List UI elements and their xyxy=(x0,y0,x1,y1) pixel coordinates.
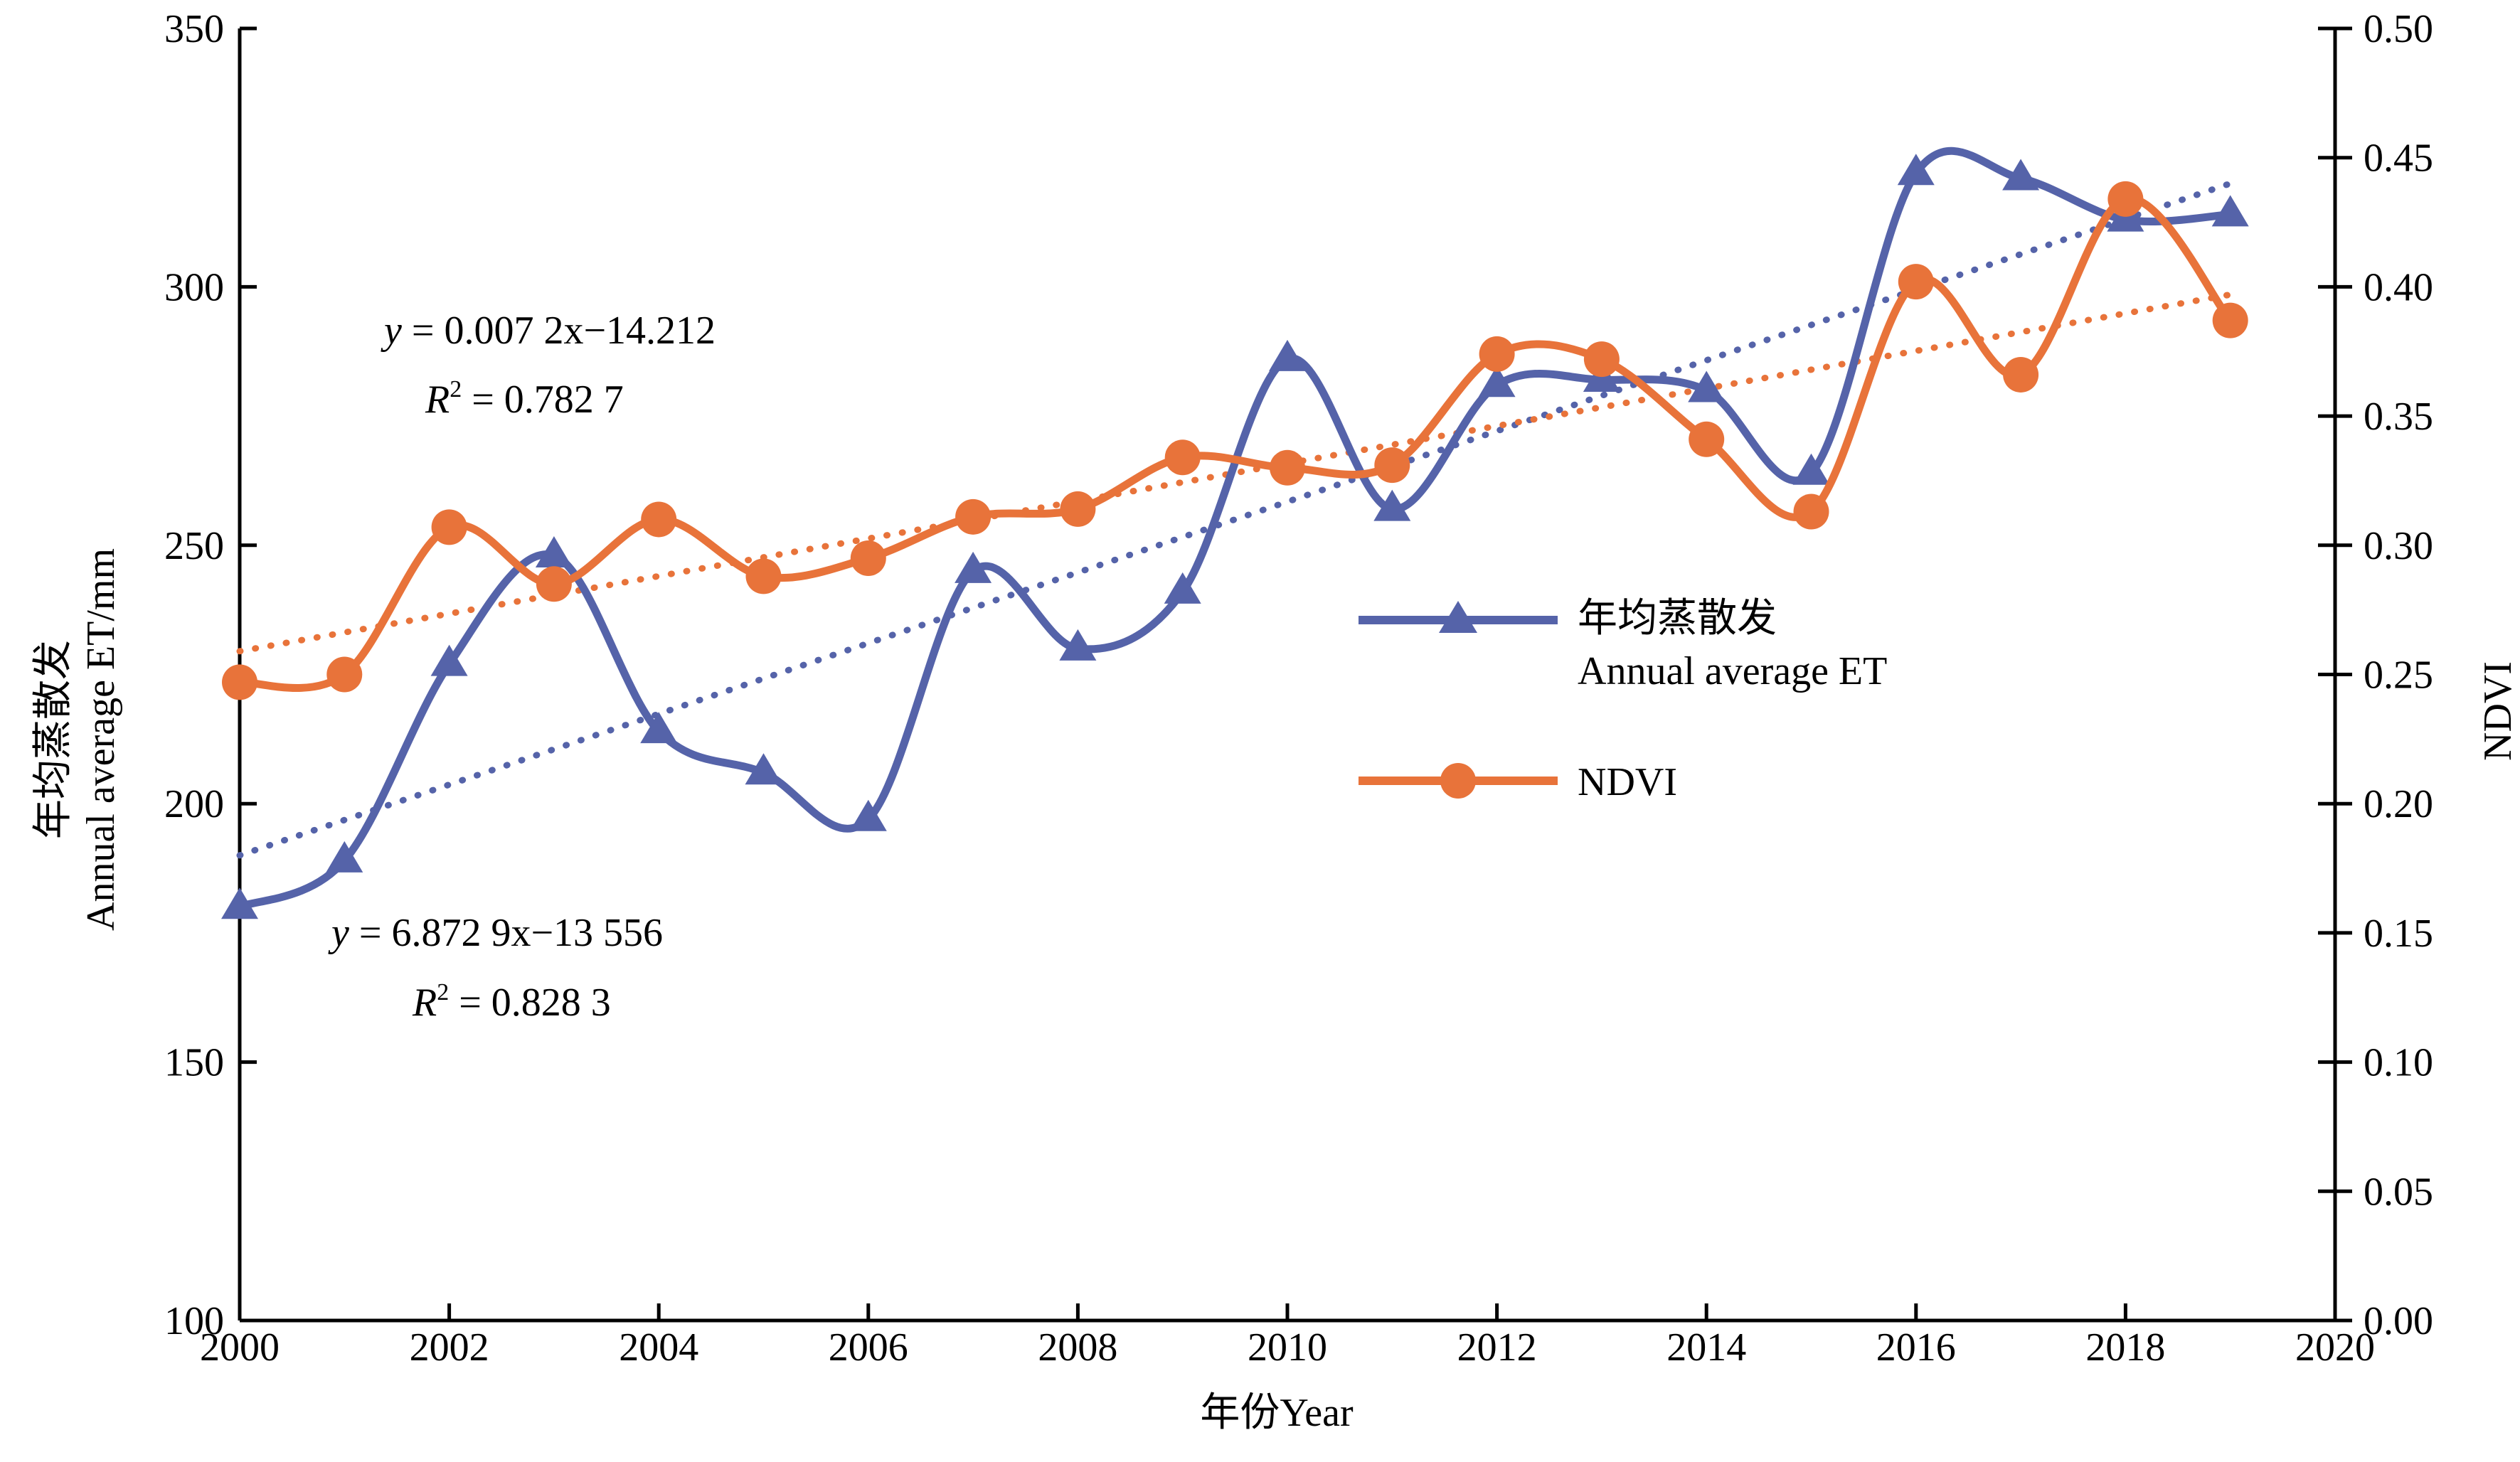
ndvi-point-circle xyxy=(745,558,782,594)
et-point-triangle xyxy=(1373,489,1411,521)
ndvi-point-circle xyxy=(1270,449,1305,486)
ndvi-series-line xyxy=(239,194,2233,692)
y-right-tick-label: 0.05 xyxy=(2364,1170,2433,1214)
trend-lines xyxy=(236,180,2234,859)
y-right-tick-label: 0.40 xyxy=(2364,265,2433,309)
x-tick-label: 2000 xyxy=(200,1325,280,1370)
y-right-tick-label: 0.10 xyxy=(2364,1041,2433,1085)
et-point-triangle xyxy=(221,887,258,919)
x-tick-label: 2002 xyxy=(410,1325,489,1370)
et-point-triangle xyxy=(2002,159,2040,191)
ndvi-point-circle xyxy=(641,501,677,538)
et-point-triangle xyxy=(849,799,887,831)
et-series-line xyxy=(238,146,2231,911)
ndvi-point-circle xyxy=(1898,264,1934,300)
legend-et-triangle-icon xyxy=(1439,601,1477,633)
et-point-triangle xyxy=(1269,339,1306,371)
legend: 年均蒸散发 Annual average ET NDVI xyxy=(1359,597,1887,804)
y-axis-title-cn: 年均蒸散发 xyxy=(31,640,75,839)
x-tick-label: 2018 xyxy=(2085,1325,2165,1370)
ndvi-point-circle xyxy=(536,566,572,602)
et-point-triangle xyxy=(2211,195,2249,227)
x-tick-label: 2020 xyxy=(2295,1325,2375,1370)
ndvi-trend-equation: y = 0.007 2x−14.212 xyxy=(381,309,716,353)
y-right-tick-label: 0.25 xyxy=(2364,653,2433,698)
et-point-triangle xyxy=(1792,453,1830,485)
y-right-tick-label: 0.35 xyxy=(2364,395,2433,439)
ndvi-trend-r2: R2 = 0.782 7 xyxy=(425,376,624,422)
y-right-tick-label: 0.50 xyxy=(2364,7,2433,51)
et-trend-equation: y = 6.872 9x−13 556 xyxy=(328,911,663,955)
et-point-triangle xyxy=(955,551,992,583)
et-point-triangle xyxy=(1688,370,1726,402)
x-tick-label: 2014 xyxy=(1666,1325,1746,1370)
y-right-tick-label: 0.30 xyxy=(2364,524,2433,568)
y-right-axis-title: NDVI xyxy=(2476,661,2520,761)
ndvi-point-circle xyxy=(431,509,467,545)
ndvi-point-circle xyxy=(850,540,886,576)
et-point-triangle xyxy=(745,753,782,785)
x-tick-label: 2004 xyxy=(619,1325,698,1370)
ndvi-point-circle xyxy=(1583,341,1620,378)
ndvi-point-circle xyxy=(955,498,991,535)
ndvi-point-circle xyxy=(326,656,363,693)
x-tick-label: 2010 xyxy=(1248,1325,1327,1370)
et-point-triangle xyxy=(430,644,468,676)
ndvi-point-circle xyxy=(222,664,257,700)
et-point-triangle xyxy=(640,712,678,744)
ndvi-point-circle xyxy=(1689,421,1725,457)
y-right-tick-label: 0.45 xyxy=(2364,137,2433,181)
y-left-tick-label: 300 xyxy=(164,265,224,309)
legend-ndvi-circle-icon xyxy=(1440,763,1476,799)
et-point-triangle xyxy=(1164,572,1201,604)
y-right-tick-label: 0.20 xyxy=(2364,782,2433,826)
y-left-tick-label: 250 xyxy=(164,524,224,568)
et-point-triangle xyxy=(1478,366,1516,397)
et-point-triangle xyxy=(1059,629,1097,661)
x-tick-label: 2006 xyxy=(829,1325,908,1370)
ndvi-point-circle xyxy=(1060,491,1096,527)
et-point-triangle xyxy=(1897,154,1935,186)
y-left-tick-label: 200 xyxy=(164,782,224,826)
y-right-tick-label: 0.00 xyxy=(2364,1299,2433,1343)
et-point-triangle xyxy=(326,841,363,873)
x-axis-title: 年份Year xyxy=(1200,1391,1354,1435)
et-trend-r2: R2 = 0.828 3 xyxy=(412,979,611,1025)
axes: 2000 2002 2004 2006 2008 2010 2012 2014 2016 2018… xyxy=(164,7,2433,1370)
y-left-tick-label: 150 xyxy=(164,1041,224,1085)
ndvi-point-circle xyxy=(1164,439,1201,476)
data-series xyxy=(221,146,2249,919)
et-point-triangle xyxy=(535,536,573,568)
ndvi-point-circle xyxy=(2003,356,2039,393)
x-tick-label: 2012 xyxy=(1457,1325,1537,1370)
ndvi-point-circle xyxy=(1374,447,1410,484)
legend-et-label-en: Annual average ET xyxy=(1578,649,1887,693)
ndvi-point-circle xyxy=(2212,302,2248,338)
ndvi-point-circle xyxy=(1479,336,1515,372)
y-left-tick-label: 350 xyxy=(164,7,224,51)
y-axis-title-en: Annual average ET/mm xyxy=(79,548,123,931)
x-tick-label: 2016 xyxy=(1876,1325,1956,1370)
legend-ndvi-label: NDVI xyxy=(1578,760,1677,804)
ndvi-point-circle xyxy=(1793,493,1829,530)
y-left-tick-label: 100 xyxy=(164,1299,224,1343)
y-right-tick-label: 0.15 xyxy=(2364,912,2433,956)
ndvi-point-circle xyxy=(2107,181,2144,217)
x-tick-label: 2008 xyxy=(1038,1325,1117,1370)
legend-et-label-cn: 年均蒸散发 xyxy=(1578,597,1777,641)
et-trend-line xyxy=(236,180,2234,859)
